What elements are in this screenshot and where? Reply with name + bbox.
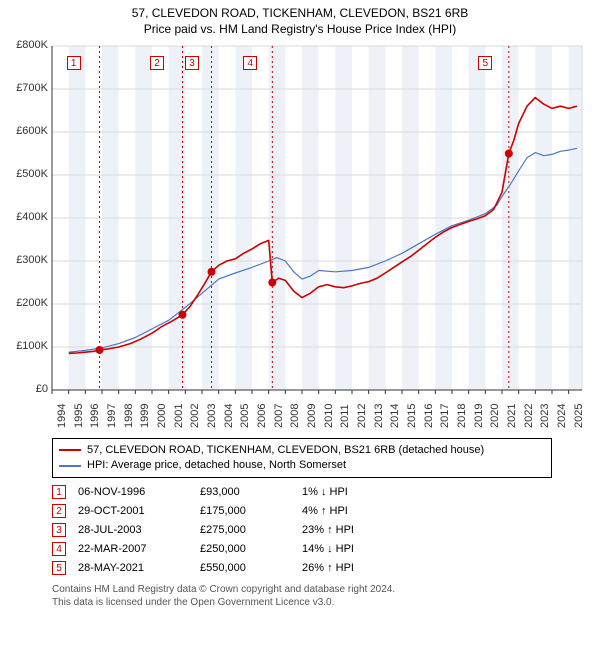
page-container: 57, CLEVEDON ROAD, TICKENHAM, CLEVEDON, … bbox=[0, 0, 600, 613]
tx-date: 28-JUL-2003 bbox=[78, 524, 188, 536]
tx-date: 22-MAR-2007 bbox=[78, 543, 188, 555]
y-tick-label: £400K bbox=[8, 211, 48, 223]
tx-delta: 26% ↑ HPI bbox=[302, 562, 402, 574]
legend-swatch-hpi bbox=[59, 465, 81, 467]
x-tick-label: 2021 bbox=[506, 403, 518, 427]
legend-row-price: 57, CLEVEDON ROAD, TICKENHAM, CLEVEDON, … bbox=[59, 443, 545, 458]
chart-area: £0 £100K £200K £300K £400K £500K £600K £700K £80… bbox=[8, 42, 592, 432]
chart-marker-3: 3 bbox=[185, 56, 199, 70]
x-tick-label: 1998 bbox=[123, 403, 135, 427]
x-tick-label: 2007 bbox=[273, 403, 285, 427]
transaction-row: 3 28-JUL-2003 £275,000 23% ↑ HPI bbox=[52, 520, 592, 539]
x-tick-label: 1996 bbox=[89, 403, 101, 427]
tx-price: £93,000 bbox=[200, 486, 290, 498]
x-tick-label: 2025 bbox=[573, 403, 585, 427]
x-tick-label: 2000 bbox=[156, 403, 168, 427]
tx-price: £175,000 bbox=[200, 505, 290, 517]
chart-subtitle: Price paid vs. HM Land Registry's House … bbox=[8, 22, 592, 36]
x-tick-label: 2013 bbox=[373, 403, 385, 427]
y-tick-label: £300K bbox=[8, 254, 48, 266]
x-tick-label: 2022 bbox=[523, 403, 535, 427]
transaction-row: 5 28-MAY-2021 £550,000 26% ↑ HPI bbox=[52, 558, 592, 577]
x-tick-label: 2001 bbox=[173, 403, 185, 427]
x-tick-label: 2017 bbox=[439, 403, 451, 427]
x-tick-label: 2009 bbox=[306, 403, 318, 427]
x-tick-label: 1997 bbox=[106, 403, 118, 427]
legend-swatch-price bbox=[59, 449, 81, 451]
x-tick-label: 2012 bbox=[356, 403, 368, 427]
x-tick-label: 2016 bbox=[423, 403, 435, 427]
footer-line-2: This data is licensed under the Open Gov… bbox=[52, 596, 592, 609]
x-tick-label: 2004 bbox=[223, 403, 235, 427]
footer: Contains HM Land Registry data © Crown c… bbox=[52, 583, 592, 609]
chart-marker-4: 4 bbox=[243, 56, 257, 70]
transaction-row: 4 22-MAR-2007 £250,000 14% ↓ HPI bbox=[52, 539, 592, 558]
y-tick-label: £500K bbox=[8, 168, 48, 180]
x-tick-label: 2008 bbox=[289, 403, 301, 427]
chart-marker-2: 2 bbox=[150, 56, 164, 70]
y-tick-label: £600K bbox=[8, 125, 48, 137]
tx-date: 29-OCT-2001 bbox=[78, 505, 188, 517]
tx-price: £275,000 bbox=[200, 524, 290, 536]
legend-row-hpi: HPI: Average price, detached house, Nort… bbox=[59, 458, 545, 473]
x-tick-label: 2010 bbox=[323, 403, 335, 427]
chart-marker-1: 1 bbox=[67, 56, 81, 70]
x-tick-label: 2024 bbox=[556, 403, 568, 427]
tx-marker: 4 bbox=[52, 542, 66, 556]
x-tick-label: 2005 bbox=[239, 403, 251, 427]
chart-svg bbox=[8, 42, 592, 432]
x-tick-label: 2019 bbox=[473, 403, 485, 427]
y-tick-label: £100K bbox=[8, 340, 48, 352]
legend-label-hpi: HPI: Average price, detached house, Nort… bbox=[87, 458, 346, 473]
tx-marker: 2 bbox=[52, 504, 66, 518]
y-tick-label: £0 bbox=[8, 383, 48, 395]
x-tick-label: 2023 bbox=[539, 403, 551, 427]
chart-marker-5: 5 bbox=[478, 56, 492, 70]
x-tick-label: 1999 bbox=[139, 403, 151, 427]
legend: 57, CLEVEDON ROAD, TICKENHAM, CLEVEDON, … bbox=[52, 438, 552, 479]
x-tick-label: 1995 bbox=[73, 403, 85, 427]
legend-label-price: 57, CLEVEDON ROAD, TICKENHAM, CLEVEDON, … bbox=[87, 443, 484, 458]
tx-delta: 23% ↑ HPI bbox=[302, 524, 402, 536]
x-tick-label: 1994 bbox=[56, 403, 68, 427]
x-tick-label: 2018 bbox=[456, 403, 468, 427]
transactions-table: 1 06-NOV-1996 £93,000 1% ↓ HPI 2 29-OCT-2001 £… bbox=[52, 482, 592, 577]
y-tick-label: £700K bbox=[8, 82, 48, 94]
y-tick-label: £200K bbox=[8, 297, 48, 309]
tx-marker: 1 bbox=[52, 485, 66, 499]
tx-price: £550,000 bbox=[200, 562, 290, 574]
x-tick-label: 2015 bbox=[406, 403, 418, 427]
tx-date: 06-NOV-1996 bbox=[78, 486, 188, 498]
chart-title: 57, CLEVEDON ROAD, TICKENHAM, CLEVEDON, … bbox=[8, 6, 592, 22]
x-tick-label: 2014 bbox=[389, 403, 401, 427]
tx-marker: 3 bbox=[52, 523, 66, 537]
tx-date: 28-MAY-2021 bbox=[78, 562, 188, 574]
tx-delta: 1% ↓ HPI bbox=[302, 486, 402, 498]
tx-price: £250,000 bbox=[200, 543, 290, 555]
x-tick-label: 2011 bbox=[339, 404, 351, 428]
y-tick-label: £800K bbox=[8, 39, 48, 51]
tx-delta: 4% ↑ HPI bbox=[302, 505, 402, 517]
x-tick-label: 2003 bbox=[206, 403, 218, 427]
tx-delta: 14% ↓ HPI bbox=[302, 543, 402, 555]
transaction-row: 2 29-OCT-2001 £175,000 4% ↑ HPI bbox=[52, 501, 592, 520]
x-tick-label: 2020 bbox=[489, 403, 501, 427]
tx-marker: 5 bbox=[52, 561, 66, 575]
x-tick-label: 2002 bbox=[189, 403, 201, 427]
footer-line-1: Contains HM Land Registry data © Crown c… bbox=[52, 583, 592, 596]
transaction-row: 1 06-NOV-1996 £93,000 1% ↓ HPI bbox=[52, 482, 592, 501]
x-tick-label: 2006 bbox=[256, 403, 268, 427]
